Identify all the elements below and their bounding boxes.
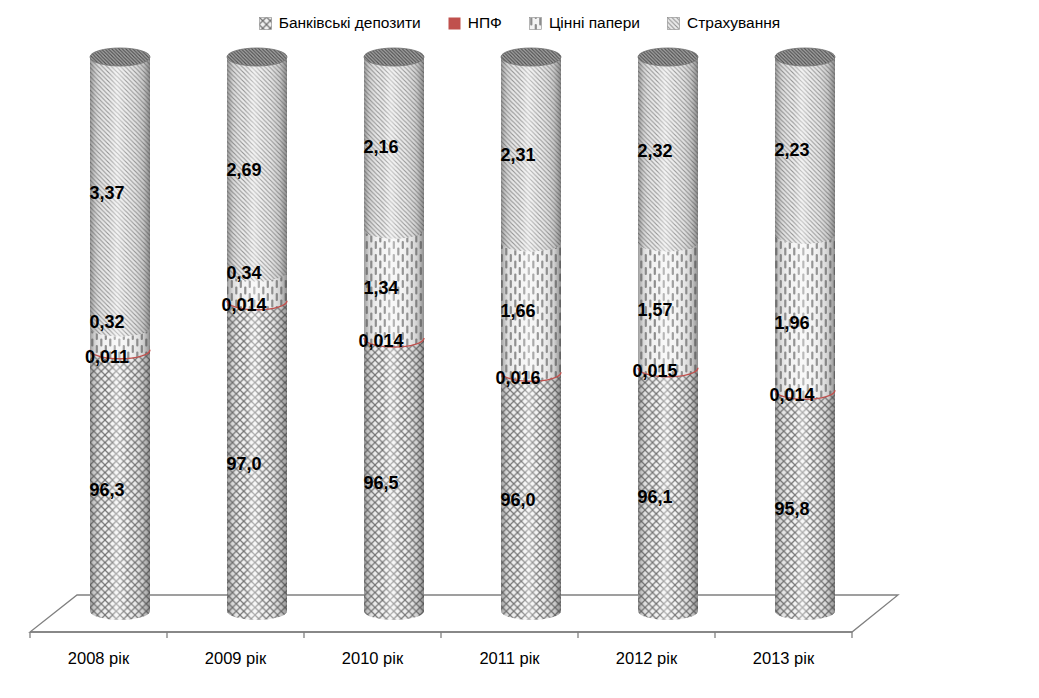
data-label-insurance: 2,69 bbox=[226, 160, 261, 180]
data-label-insurance: 3,37 bbox=[89, 183, 124, 203]
data-label-deposits: 96,3 bbox=[89, 480, 124, 500]
data-label-deposits: 96,0 bbox=[500, 490, 535, 510]
data-label-securities: 0,32 bbox=[89, 312, 124, 332]
data-label-insurance: 2,16 bbox=[363, 137, 398, 157]
data-label-securities: 0,34 bbox=[226, 263, 261, 283]
cylinder-columns: 3,37 0,32 0,011 96,3 2,69 0,34 0,014 97,0 2,16 1,… bbox=[85, 48, 835, 620]
data-label-insurance: 2,31 bbox=[500, 145, 535, 165]
cylinder-shading bbox=[227, 57, 287, 620]
legend-item-deposits: Банківські депозити bbox=[259, 14, 421, 32]
cylinder-cap bbox=[227, 48, 287, 66]
data-label-securities: 1,57 bbox=[637, 300, 672, 320]
data-label-deposits: 96,5 bbox=[363, 473, 398, 493]
cylinder-cap bbox=[364, 48, 424, 66]
cylinder-cap bbox=[501, 48, 561, 66]
data-label-npf: 0,014 bbox=[221, 295, 266, 315]
chart-legend: Банківські депозити НПФ Цінні папери Стр… bbox=[0, 14, 1039, 32]
data-label-npf: 0,014 bbox=[358, 331, 403, 351]
floor-plane bbox=[30, 595, 898, 632]
legend-label-deposits: Банківські депозити bbox=[279, 14, 421, 32]
x-axis-label: 2012 рік bbox=[616, 649, 678, 667]
cylinder-chart: Банківські депозити НПФ Цінні папери Стр… bbox=[0, 0, 1039, 698]
cylinder-column: 2,69 0,34 0,014 97,0 bbox=[221, 48, 287, 620]
data-label-insurance: 2,23 bbox=[774, 140, 809, 160]
legend-item-securities: Цінні папери bbox=[529, 14, 640, 32]
data-label-npf: 0,015 bbox=[632, 361, 677, 381]
x-axis-label: 2011 рік bbox=[479, 649, 540, 667]
x-axis-label: 2009 рік bbox=[205, 649, 267, 667]
cylinder-column: 2,32 1,57 0,015 96,1 bbox=[632, 48, 698, 620]
data-label-deposits: 97,0 bbox=[226, 454, 261, 474]
legend-label-npf: НПФ bbox=[468, 14, 502, 32]
data-label-insurance: 2,32 bbox=[637, 141, 672, 161]
red-square-icon bbox=[448, 17, 461, 30]
legend-label-insurance: Страхування bbox=[687, 14, 780, 32]
data-label-npf: 0,016 bbox=[495, 368, 540, 388]
data-label-npf: 0,014 bbox=[769, 385, 814, 405]
data-label-securities: 1,34 bbox=[363, 278, 398, 298]
cylinder-cap bbox=[775, 48, 835, 66]
x-axis-label: 2013 рік bbox=[753, 649, 815, 667]
legend-label-securities: Цінні папери bbox=[549, 14, 640, 32]
cylinder-shading bbox=[90, 57, 150, 620]
x-axis-label: 2008 рік bbox=[68, 649, 130, 667]
cylinder-column: 3,37 0,32 0,011 96,3 bbox=[85, 48, 150, 620]
data-label-deposits: 96,1 bbox=[637, 487, 672, 507]
x-axis-ticks bbox=[30, 632, 852, 638]
data-label-deposits: 95,8 bbox=[774, 499, 809, 519]
crosshatch-pattern-icon bbox=[259, 17, 272, 30]
legend-item-npf: НПФ bbox=[448, 14, 502, 32]
x-axis-labels: 2008 рік 2009 рік 2010 рік 2011 рік 2012 рік… bbox=[68, 649, 815, 667]
cylinder-column: 2,23 1,96 0,014 95,8 bbox=[769, 48, 835, 620]
cylinder-shading bbox=[501, 57, 561, 620]
x-axis-label: 2010 рік bbox=[342, 649, 404, 667]
dashed-pattern-icon bbox=[529, 17, 542, 30]
chart-canvas: 3,37 0,32 0,011 96,3 2,69 0,34 0,014 97,0 2,16 1,… bbox=[0, 0, 1039, 698]
data-label-securities: 1,96 bbox=[774, 313, 809, 333]
cylinder-cap bbox=[638, 48, 698, 66]
cylinder-column: 2,16 1,34 0,014 96,5 bbox=[358, 48, 424, 620]
cylinder-cap bbox=[90, 48, 150, 66]
legend-item-insurance: Страхування bbox=[667, 14, 780, 32]
cylinder-column: 2,31 1,66 0,016 96,0 bbox=[495, 48, 561, 620]
diagonal-pattern-icon bbox=[667, 17, 680, 30]
data-label-securities: 1,66 bbox=[500, 301, 535, 321]
data-label-npf: 0,011 bbox=[85, 347, 129, 367]
